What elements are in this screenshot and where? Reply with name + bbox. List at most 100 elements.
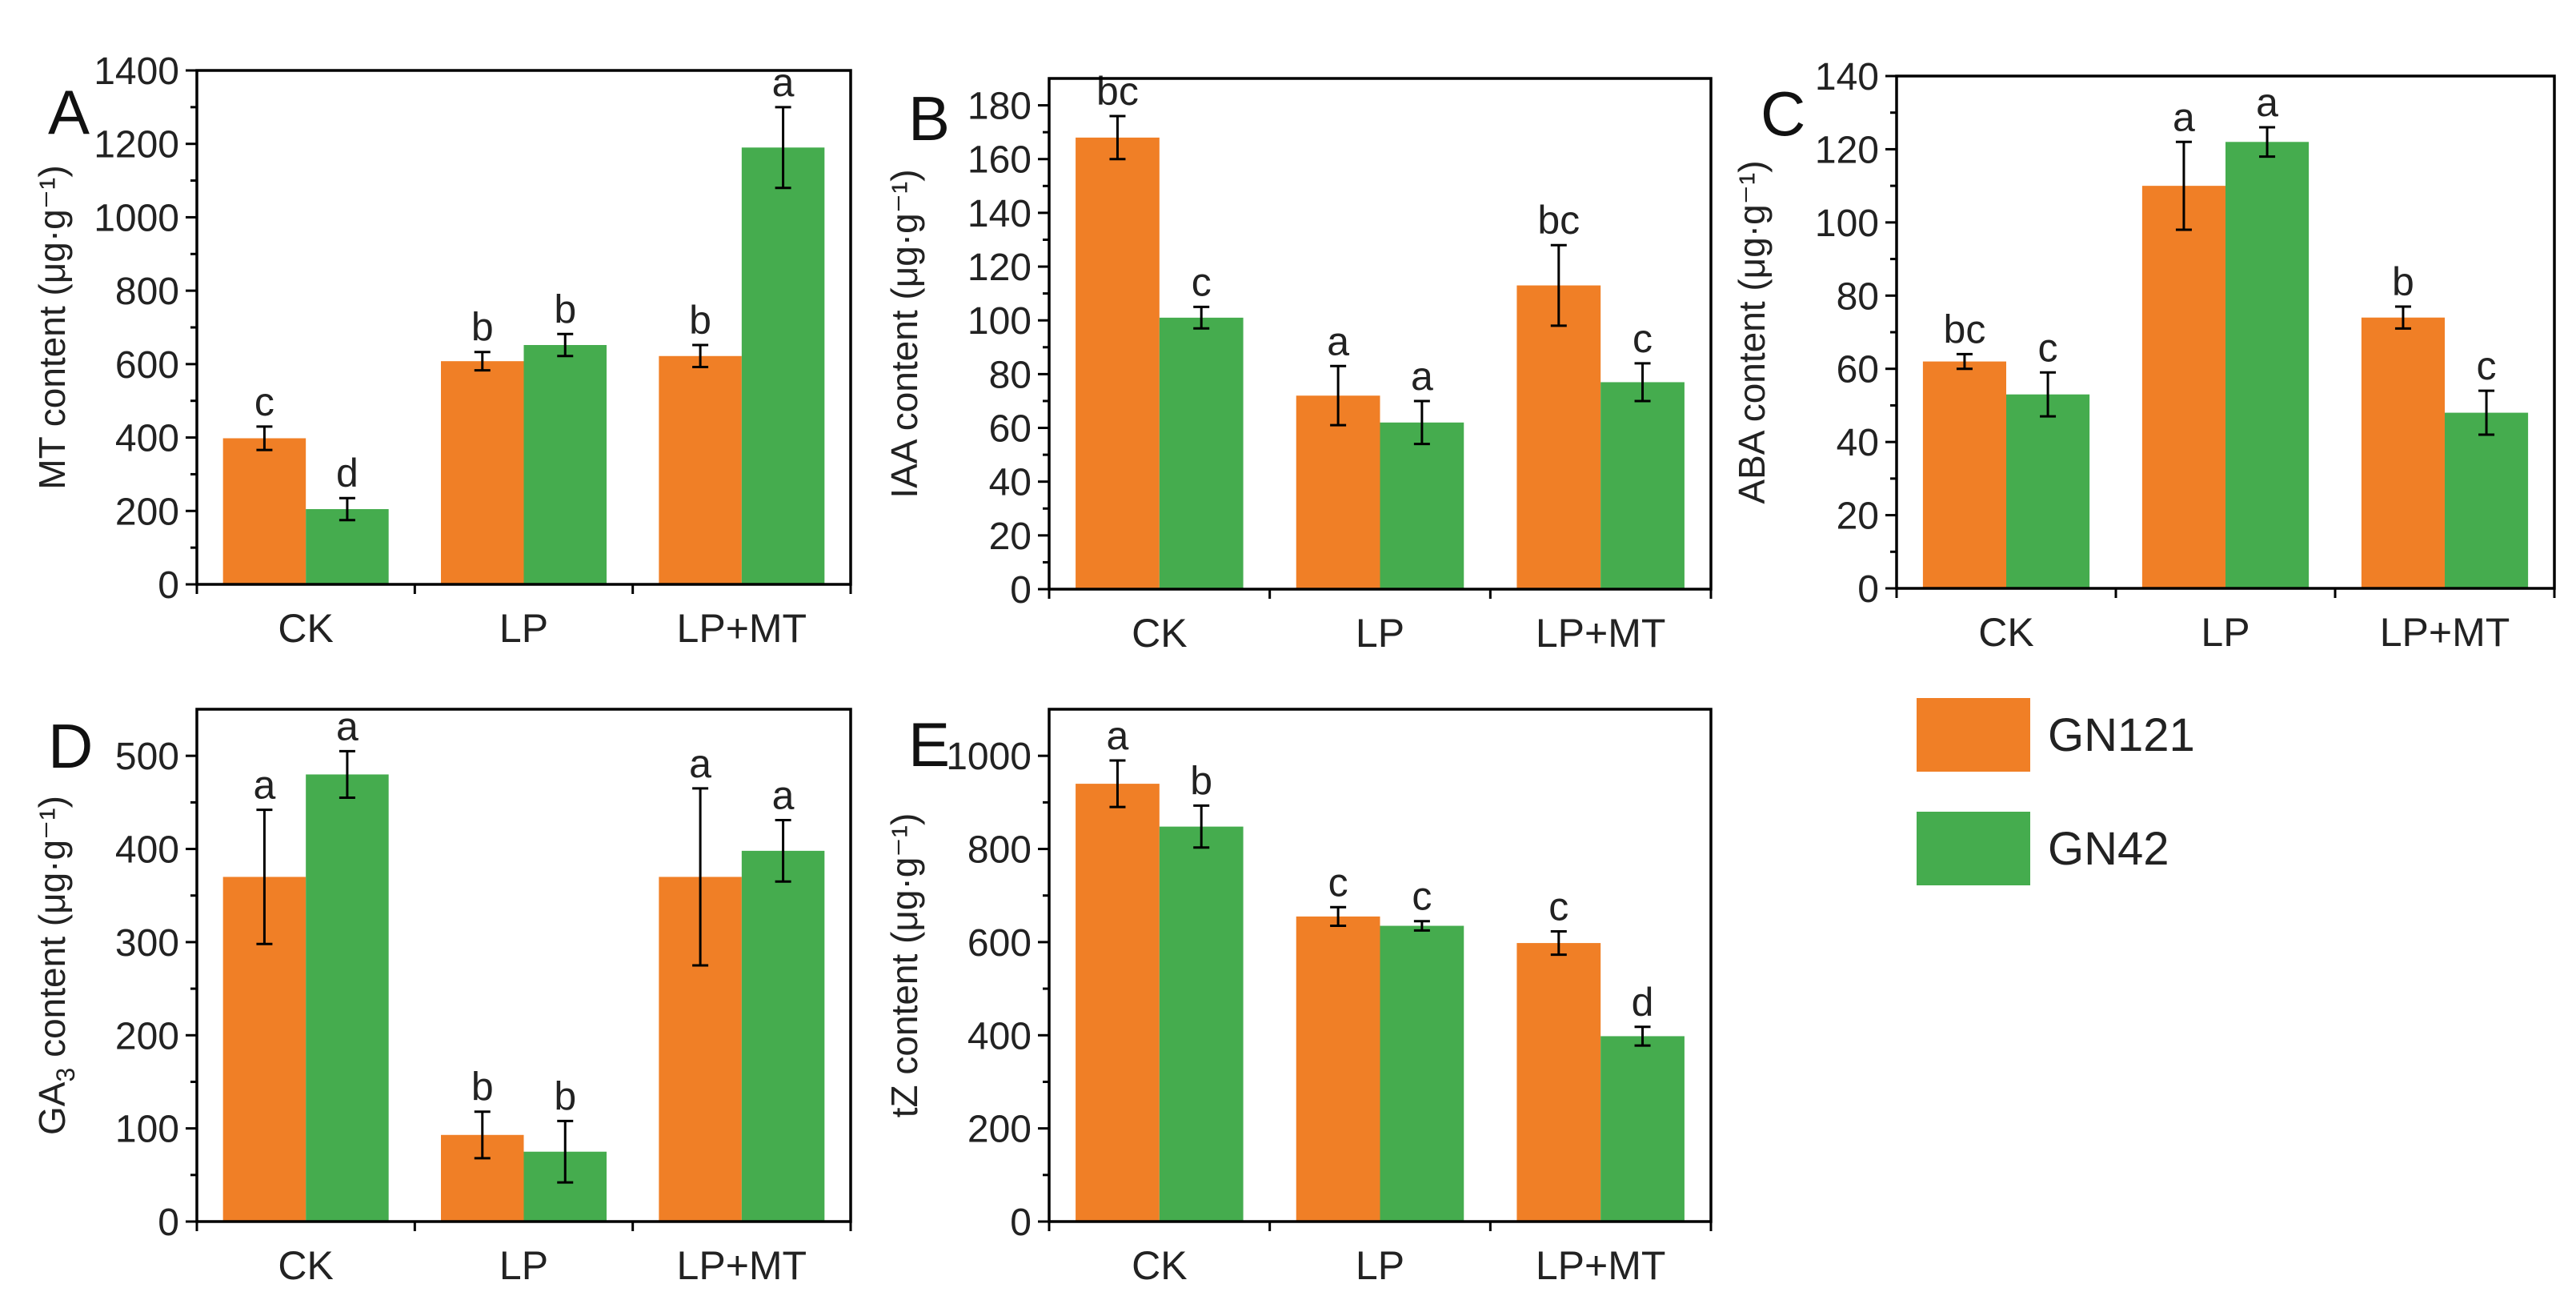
bar-gn42-lp-mt xyxy=(1600,1036,1685,1222)
significance-letter: b xyxy=(471,305,494,350)
y-tick-label: 500 xyxy=(115,736,179,778)
y-axis-label: tZ content (μg·g⁻¹) xyxy=(883,813,925,1118)
error-bar xyxy=(692,343,709,369)
plot-frame xyxy=(195,69,852,586)
significance-letter: a xyxy=(1327,319,1349,363)
significance-letter: c xyxy=(1633,316,1653,361)
error-bar xyxy=(1413,399,1430,446)
bar-gn42-ck xyxy=(1159,826,1244,1222)
y-axis-label: ABA content (μg·g⁻¹) xyxy=(1731,160,1773,504)
y-tick-label: 600 xyxy=(968,922,1032,965)
y-axis-label: IAA content (μg·g⁻¹) xyxy=(883,169,925,498)
bar-gn42-lp-mt xyxy=(741,850,825,1222)
significance-letter: c xyxy=(2477,343,2497,388)
x-tick-label: LP xyxy=(499,606,548,651)
y-tick-label: 80 xyxy=(1837,275,1879,318)
bar-gn121-ck xyxy=(222,438,306,584)
bar-gn121-ck xyxy=(1076,784,1160,1222)
significance-letter: c xyxy=(1412,874,1432,919)
x-tick-label: LP xyxy=(499,1243,548,1288)
x-tick-label: LP+MT xyxy=(2380,610,2510,655)
error-bar xyxy=(692,787,709,967)
significance-letter: d xyxy=(336,451,359,496)
x-tick-label: CK xyxy=(1132,1243,1187,1288)
significance-letter: a xyxy=(2256,80,2278,125)
y-tick-label: 0 xyxy=(1010,569,1032,612)
y-tick-label: 120 xyxy=(968,247,1032,289)
bar-gn42-lp xyxy=(1380,925,1464,1222)
y-tick-label: 200 xyxy=(115,491,179,533)
chart-panel-d: Da a CK b b LP a a LP+MT 0 100 200 300 400 500 GA3 cont… xyxy=(31,704,852,1288)
error-bar xyxy=(557,332,574,358)
bar-gn42-lp-mt xyxy=(741,147,825,585)
significance-letter: c xyxy=(254,379,274,424)
significance-letter: bc xyxy=(1096,69,1139,114)
x-tick-label: CK xyxy=(1978,610,2033,655)
y-tick-label: 60 xyxy=(989,408,1032,451)
y-tick-label: 800 xyxy=(115,271,179,313)
bar-gn42-ck xyxy=(1159,317,1244,589)
bar-gn121-lp xyxy=(1296,395,1380,589)
y-tick-label: 60 xyxy=(1837,349,1879,391)
bar-gn121-lp-mt xyxy=(2361,317,2445,588)
y-tick-label: 100 xyxy=(115,1109,179,1151)
bar-gn42-ck xyxy=(306,774,389,1222)
legend: GN121 GN42 xyxy=(1917,695,2195,922)
panel-label: E xyxy=(908,709,950,780)
plot-frame xyxy=(195,708,852,1223)
plot-frame xyxy=(1048,708,1713,1223)
bar-gn42-lp-mt xyxy=(1600,382,1685,589)
significance-letter: a xyxy=(2173,94,2195,139)
error-bar xyxy=(1330,364,1347,427)
x-tick-label: CK xyxy=(278,1243,333,1288)
y-tick-label: 40 xyxy=(989,462,1032,504)
significance-letter: a xyxy=(1107,713,1129,758)
error-bar xyxy=(256,808,273,945)
panel-label: A xyxy=(48,77,90,147)
y-tick-label: 20 xyxy=(989,516,1032,558)
x-tick-label: LP+MT xyxy=(677,1243,807,1288)
error-bar xyxy=(339,496,355,522)
significance-letter: b xyxy=(471,1065,494,1109)
significance-letter: a xyxy=(336,704,359,748)
bar-gn42-lp xyxy=(523,345,607,584)
legend-item-gn121: GN121 xyxy=(1917,695,2195,775)
y-tick-label: 400 xyxy=(115,418,179,460)
y-tick-label: 1000 xyxy=(94,197,179,239)
bar-gn121-ck xyxy=(1922,361,2006,588)
y-tick-label: 1400 xyxy=(94,50,179,93)
panel-label: D xyxy=(48,711,93,781)
y-tick-label: 160 xyxy=(968,139,1032,182)
legend-label-gn121: GN121 xyxy=(2048,708,2195,761)
error-bar xyxy=(1550,243,1567,327)
significance-letter: d xyxy=(1632,980,1654,1025)
significance-letter: a xyxy=(254,763,276,808)
bar-gn121-lp xyxy=(1296,916,1380,1222)
x-tick-label: LP+MT xyxy=(677,606,807,651)
legend-swatch-gn121 xyxy=(1917,698,2030,772)
bar-gn121-lp-mt xyxy=(659,355,742,584)
significance-letter: b xyxy=(1190,758,1212,803)
x-tick-label: CK xyxy=(278,606,333,651)
bar-gn121-ck xyxy=(1076,137,1160,590)
y-tick-label: 600 xyxy=(115,344,179,387)
y-tick-label: 120 xyxy=(1815,129,1879,171)
significance-letter: c xyxy=(1328,860,1348,905)
y-tick-label: 0 xyxy=(1857,568,1879,611)
x-tick-label: LP xyxy=(1356,1243,1404,1288)
significance-letter: a xyxy=(689,741,711,786)
y-tick-label: 80 xyxy=(989,354,1032,396)
y-tick-label: 0 xyxy=(158,1202,179,1244)
error-bar xyxy=(1193,804,1210,849)
y-tick-label: 0 xyxy=(158,564,179,607)
error-bar xyxy=(1109,759,1126,808)
x-tick-label: LP+MT xyxy=(1536,1243,1666,1288)
bar-gn42-ck xyxy=(306,508,389,584)
bar-gn121-lp xyxy=(441,361,524,584)
error-bar xyxy=(2394,305,2411,330)
error-bar xyxy=(2040,371,2057,418)
